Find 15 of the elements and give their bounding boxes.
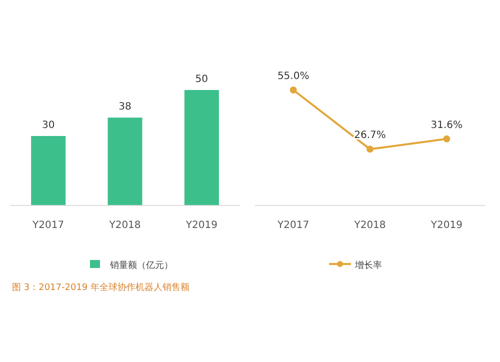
x-tick-label: Y2019 (184, 220, 218, 231)
x-tick-label: Y2018 (108, 220, 141, 231)
data-label: 31.6% (430, 120, 463, 131)
x-tick-label: Y2018 (353, 220, 386, 231)
data-label: 30 (42, 120, 55, 131)
caption: 图 3：2017-2019 年全球协作机器人销售额 (12, 282, 190, 293)
data-label: 38 (118, 102, 132, 113)
legend-label: 销量额（亿元） (109, 260, 173, 271)
x-tick-label: Y2017 (276, 220, 310, 231)
data-label: 50 (195, 74, 208, 85)
data-label: 26.7% (354, 130, 386, 142)
data-label: 55.0% (277, 71, 310, 82)
x-tick-label: Y2017 (32, 220, 64, 231)
x-tick-label: Y2019 (430, 220, 462, 231)
legend-label: 增长率 (354, 260, 382, 271)
